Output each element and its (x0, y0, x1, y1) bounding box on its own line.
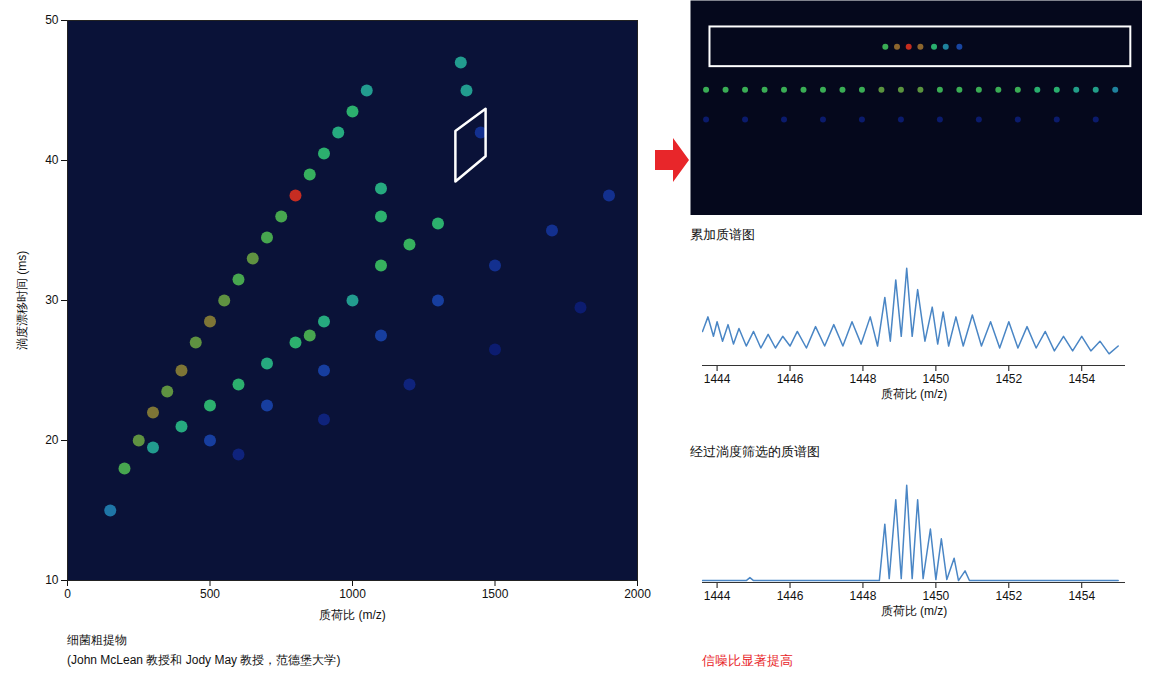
svg-text:500: 500 (200, 587, 220, 601)
svg-text:2000: 2000 (624, 587, 651, 601)
svg-text:20: 20 (45, 433, 59, 447)
svg-text:质荷比 (m/z): 质荷比 (m/z) (319, 608, 386, 622)
svg-text:1454: 1454 (1068, 372, 1095, 386)
html-text:细菌粗提物: 细菌粗提物 (67, 633, 127, 647)
svg-text:1452: 1452 (995, 589, 1022, 603)
svg-text:1444: 1444 (704, 372, 731, 386)
svg-text:10: 10 (45, 573, 59, 587)
html-text:累加质谱图: 累加质谱图 (690, 227, 755, 242)
svg-text:1450: 1450 (923, 372, 950, 386)
svg-text:质荷比 (m/z): 质荷比 (m/z) (881, 387, 948, 401)
svg-text:1448: 1448 (850, 372, 877, 386)
svg-text:1444: 1444 (704, 589, 731, 603)
svg-text:1000: 1000 (339, 587, 366, 601)
svg-text:1448: 1448 (850, 589, 877, 603)
svg-text:0: 0 (64, 587, 71, 601)
svg-text:1452: 1452 (995, 372, 1022, 386)
svg-text:淌度漂移时间 (ms): 淌度漂移时间 (ms) (15, 251, 29, 350)
svg-text:1450: 1450 (923, 589, 950, 603)
svg-text:1500: 1500 (482, 587, 509, 601)
svg-text:1454: 1454 (1068, 589, 1095, 603)
svg-text:1446: 1446 (777, 372, 804, 386)
html-text:经过淌度筛选的质谱图: 经过淌度筛选的质谱图 (690, 444, 820, 459)
svg-text:40: 40 (45, 153, 59, 167)
svg-text:1446: 1446 (777, 589, 804, 603)
html-text:信噪比显著提高: 信噪比显著提高 (702, 653, 793, 668)
svg-text:质荷比 (m/z): 质荷比 (m/z) (881, 604, 948, 618)
svg-text:30: 30 (45, 293, 59, 307)
html-text:(John McLean 教授和 Jody May 教授，范: (John McLean 教授和 Jody May 教授，范德堡大学) (67, 653, 341, 667)
svg-text:50: 50 (45, 13, 59, 27)
